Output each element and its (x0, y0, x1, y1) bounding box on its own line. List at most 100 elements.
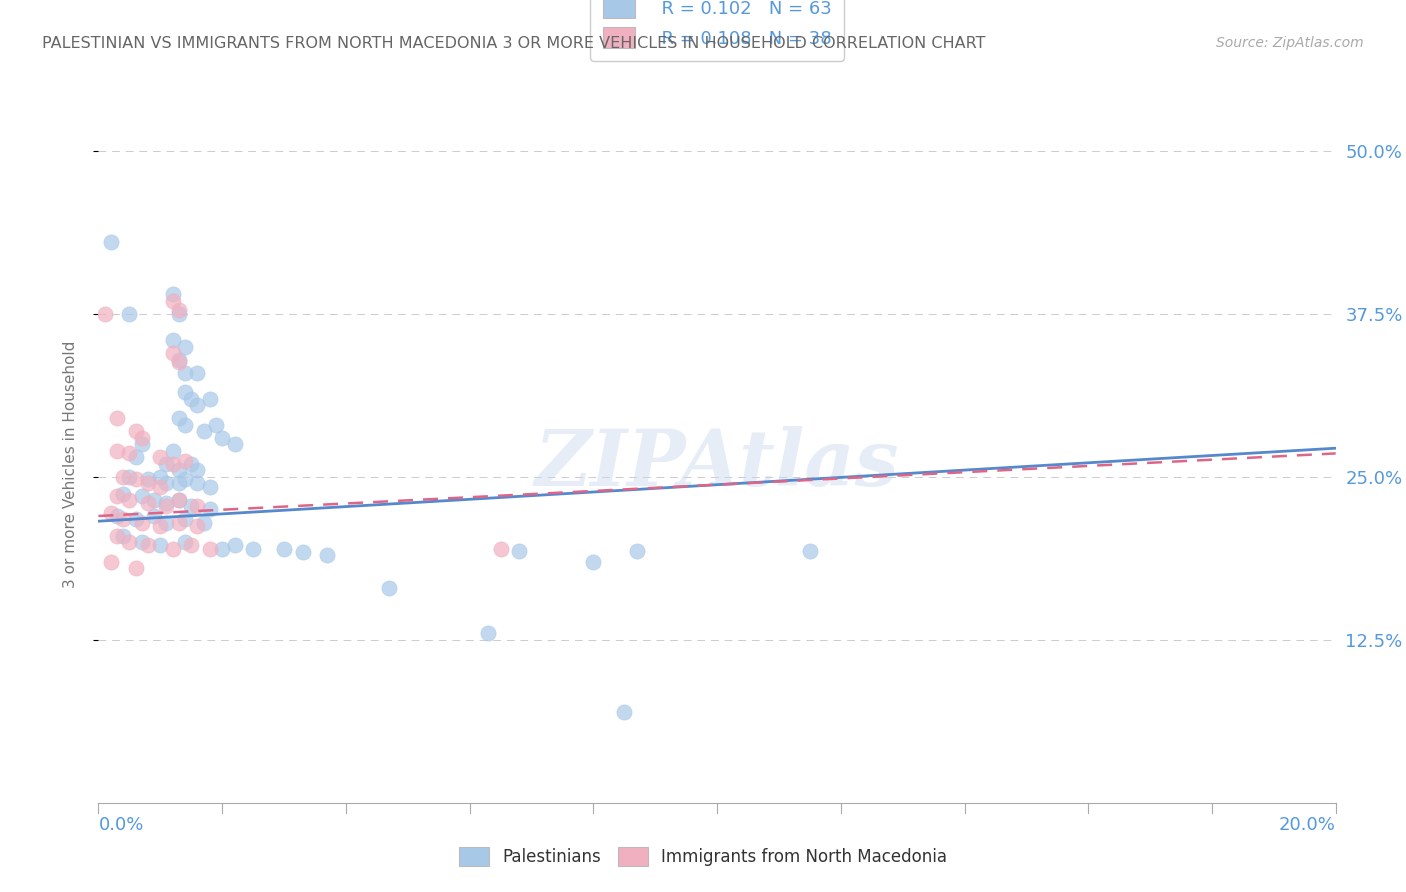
Point (124, 450, 146, 465)
Point (155, 476, 177, 491)
Point (162, 443, 184, 458)
Point (186, 499, 208, 513)
Point (186, 519, 208, 533)
Point (167, 476, 190, 491)
Point (155, 499, 177, 513)
Point (149, 450, 172, 465)
Point (174, 339, 197, 353)
Point (174, 417, 197, 432)
Point (186, 476, 208, 491)
Point (136, 538, 159, 552)
Point (124, 561, 146, 575)
Point (613, 705, 636, 719)
Point (180, 499, 202, 513)
Text: PALESTINIAN VS IMMIGRANTS FROM NORTH MACEDONIA 3 OR MORE VEHICLES IN HOUSEHOLD C: PALESTINIAN VS IMMIGRANTS FROM NORTH MAC… (42, 36, 986, 51)
Point (131, 535, 153, 549)
Point (799, 544, 821, 558)
Point (224, 538, 246, 552)
Point (131, 516, 153, 530)
Point (136, 496, 159, 510)
Point (136, 476, 159, 491)
Point (180, 392, 202, 406)
Point (167, 493, 190, 508)
Point (112, 511, 135, 525)
Y-axis label: 3 or more Vehicles in Household: 3 or more Vehicles in Household (63, 340, 77, 588)
Point (174, 385, 197, 400)
Point (136, 473, 159, 487)
Point (162, 457, 184, 471)
Point (167, 463, 190, 477)
Point (211, 541, 233, 556)
Point (124, 511, 146, 525)
Text: 0.0%: 0.0% (98, 816, 143, 834)
Point (167, 516, 190, 530)
Point (167, 411, 190, 425)
Point (162, 333, 184, 347)
Point (131, 490, 153, 504)
Point (186, 398, 208, 412)
Point (242, 541, 264, 556)
Point (118, 493, 141, 508)
Point (112, 487, 135, 501)
Point (105, 508, 128, 523)
Point (167, 352, 190, 367)
Point (180, 457, 202, 471)
Point (162, 541, 184, 556)
Point (149, 470, 172, 484)
Point (155, 496, 177, 510)
Point (198, 541, 221, 556)
Point (124, 424, 146, 438)
Point (167, 355, 190, 369)
Point (131, 431, 153, 445)
Point (93, 307, 115, 321)
Point (149, 519, 172, 533)
Legend:   R = 0.102   N = 63,   R = 0.108   N = 38: R = 0.102 N = 63, R = 0.108 N = 38 (591, 0, 844, 61)
Text: 20.0%: 20.0% (1279, 816, 1336, 834)
Point (167, 307, 190, 321)
Point (477, 626, 499, 640)
Point (193, 516, 215, 530)
Point (105, 411, 128, 425)
Point (186, 463, 208, 477)
Point (149, 538, 172, 552)
Point (180, 538, 202, 552)
Point (273, 541, 295, 556)
Point (100, 507, 122, 521)
Text: Source: ZipAtlas.com: Source: ZipAtlas.com (1216, 36, 1364, 50)
Point (174, 535, 197, 549)
Point (162, 287, 184, 301)
Point (162, 346, 184, 360)
Point (118, 470, 141, 484)
Legend: Palestinians, Immigrants from North Macedonia: Palestinians, Immigrants from North Mace… (453, 840, 953, 873)
Point (124, 473, 146, 487)
Point (167, 493, 190, 508)
Point (112, 470, 135, 484)
Point (174, 366, 197, 380)
Text: ZIPAtlas: ZIPAtlas (534, 425, 900, 502)
Point (155, 457, 177, 471)
Point (118, 307, 141, 321)
Point (174, 511, 197, 525)
Point (105, 490, 128, 504)
Point (149, 480, 172, 494)
Point (211, 431, 233, 445)
Point (489, 541, 512, 556)
Point (198, 392, 221, 406)
Point (100, 555, 122, 569)
Point (162, 293, 184, 308)
Point (224, 437, 246, 451)
Point (118, 535, 141, 549)
Point (291, 545, 314, 559)
Point (174, 473, 197, 487)
Point (100, 235, 122, 250)
Point (508, 544, 530, 558)
Point (131, 437, 153, 451)
Point (198, 502, 221, 516)
Point (378, 581, 401, 595)
Point (205, 417, 228, 432)
Point (143, 508, 166, 523)
Point (118, 446, 141, 460)
Point (167, 303, 190, 318)
Point (582, 555, 605, 569)
Point (174, 454, 197, 468)
